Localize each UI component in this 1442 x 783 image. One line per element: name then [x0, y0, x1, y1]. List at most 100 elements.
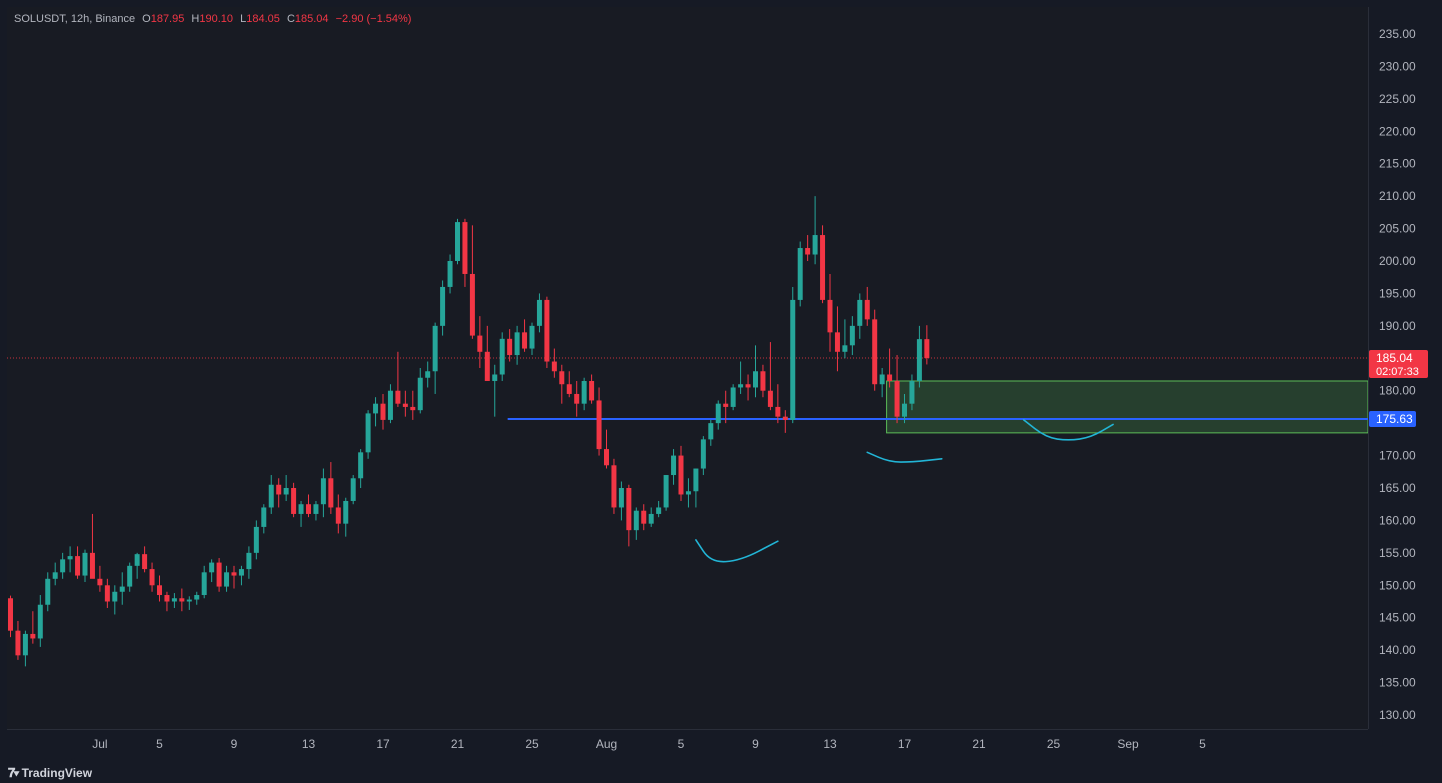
candle-body — [37, 604, 43, 639]
y-tick-label: 195.00 — [1379, 286, 1416, 300]
candle — [30, 611, 36, 644]
candle — [298, 500, 304, 527]
brand-name: TradingView — [21, 766, 93, 780]
x-tick-label: 5 — [156, 737, 163, 751]
candle — [224, 565, 230, 592]
candle — [536, 293, 542, 333]
candle-body — [536, 299, 542, 326]
candle — [104, 578, 110, 608]
candle — [373, 397, 379, 427]
candle — [276, 478, 282, 508]
candle-body — [738, 384, 744, 388]
candle — [484, 325, 490, 381]
candle-body — [678, 455, 684, 495]
candle-body — [455, 222, 460, 261]
candle-body — [849, 325, 855, 346]
candle — [201, 565, 207, 599]
candle-body — [134, 554, 140, 566]
candle — [797, 241, 803, 307]
candle — [216, 558, 222, 592]
candle — [738, 361, 744, 394]
candle — [231, 565, 237, 589]
level-price-badge-bg — [1369, 411, 1416, 428]
candle — [380, 393, 386, 430]
x-tick-label: 21 — [451, 737, 465, 751]
candle — [164, 591, 170, 612]
tradingview-logo-icon: 𝟕▾ — [8, 765, 19, 780]
candle — [469, 225, 475, 339]
candle — [82, 549, 88, 583]
y-tick-label: 225.00 — [1379, 92, 1416, 106]
candle — [365, 410, 371, 459]
candle — [246, 546, 252, 579]
candle-body — [209, 562, 215, 573]
current-price-badge-bg — [1369, 350, 1428, 379]
candle — [626, 484, 632, 547]
y-tick-label: 235.00 — [1379, 27, 1416, 41]
x-tick-label: 17 — [376, 737, 390, 751]
candle — [633, 507, 639, 540]
candle — [872, 309, 878, 391]
candle-body — [306, 504, 311, 514]
candle-body — [313, 504, 319, 514]
tradingview-branding[interactable]: 𝟕▾ TradingView — [8, 765, 92, 781]
candle — [581, 377, 587, 411]
symbol-label[interactable]: SOLUSDT, 12h, Binance — [14, 13, 136, 25]
x-tick-label: 5 — [1199, 737, 1206, 751]
candle-body — [52, 572, 58, 579]
candle — [179, 588, 185, 612]
candle-body — [715, 403, 721, 424]
candle-body — [894, 380, 900, 417]
candle-body — [864, 299, 870, 320]
candle-body — [179, 598, 185, 602]
candle-body — [812, 235, 818, 255]
candle-body — [924, 339, 930, 359]
candle-body — [633, 510, 639, 531]
candle — [238, 565, 244, 586]
candle — [112, 585, 118, 615]
y-tick-label: 135.00 — [1379, 676, 1416, 690]
candle — [916, 325, 922, 388]
candle-body — [283, 488, 289, 495]
candle — [656, 500, 662, 518]
candle — [127, 562, 133, 592]
candle — [715, 400, 721, 430]
candle-body — [335, 507, 341, 524]
candle-body — [320, 478, 326, 505]
candle-body — [797, 248, 803, 300]
candle — [335, 494, 341, 534]
open-value: 187.95 — [150, 13, 185, 25]
x-tick-label: Jul — [92, 737, 107, 751]
candle — [462, 218, 468, 287]
x-tick-label: 9 — [231, 737, 238, 751]
candle — [52, 562, 58, 586]
candle — [522, 319, 528, 352]
y-tick-label: 150.00 — [1379, 578, 1416, 592]
y-tick-label: 220.00 — [1379, 124, 1416, 138]
candle — [611, 458, 617, 514]
candle-body — [544, 299, 550, 362]
candle-body — [104, 585, 110, 602]
candle-body — [916, 339, 922, 381]
y-tick-label: 145.00 — [1379, 611, 1416, 625]
candle-body — [149, 569, 155, 586]
candle — [350, 475, 356, 505]
candle-body — [395, 390, 401, 404]
candle — [902, 393, 907, 424]
candle — [209, 559, 215, 583]
candle — [730, 384, 736, 411]
candle — [745, 374, 751, 401]
candle — [432, 322, 438, 394]
candle — [455, 218, 460, 265]
plot-area[interactable] — [7, 7, 1368, 729]
candle-body — [8, 598, 13, 631]
candle — [149, 562, 155, 592]
candle-body — [753, 371, 758, 388]
candle-body — [879, 374, 885, 385]
candle-body — [581, 380, 587, 404]
candle — [75, 546, 81, 579]
candle — [67, 546, 73, 573]
candle — [402, 390, 408, 417]
